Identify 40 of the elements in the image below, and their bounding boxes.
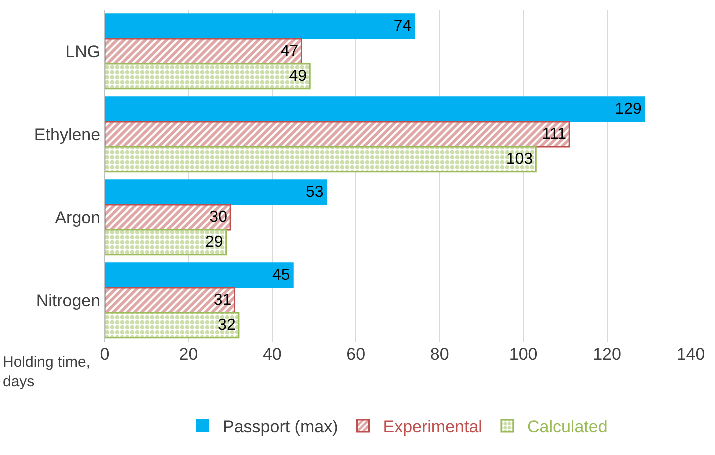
- data-label: 111: [542, 126, 567, 143]
- bar: [105, 204, 232, 231]
- data-label: 103: [506, 150, 534, 168]
- x-tick-label: 40: [262, 345, 282, 364]
- bar: [105, 14, 416, 40]
- bar: [105, 287, 236, 314]
- data-label: 53: [306, 184, 324, 202]
- x-tick-label: 100: [509, 345, 538, 364]
- data-label: 31: [214, 292, 232, 309]
- data-label: 47: [280, 43, 299, 60]
- bar: [105, 146, 537, 173]
- data-label: 32: [218, 316, 236, 334]
- text: Calculated: [527, 418, 608, 437]
- x-tick-label: 60: [346, 345, 366, 364]
- bar: [105, 180, 328, 206]
- data-label: 49: [289, 68, 308, 85]
- bar: [105, 38, 302, 65]
- x-tick-label: 80: [430, 345, 450, 364]
- data-label: 30: [210, 209, 228, 226]
- y-tick-label: LNG: [66, 42, 101, 62]
- text: Experimental: [383, 418, 482, 437]
- data-label: 29: [205, 234, 224, 251]
- x-axis-title: Holding time, days: [3, 354, 91, 390]
- data-label: 74: [394, 18, 412, 36]
- legend-label: Passport (max): [223, 418, 338, 437]
- x-tick-label: 140: [676, 345, 706, 364]
- y-tick-label: Nitrogen: [36, 291, 101, 310]
- bar: [105, 229, 228, 256]
- data-label: 129: [615, 101, 642, 118]
- bar: [105, 262, 294, 289]
- bar: [105, 121, 570, 148]
- y-tick-label: Ethylene: [34, 125, 101, 144]
- data-label: 45: [272, 267, 290, 284]
- x-tick-label: 0: [100, 345, 110, 364]
- bar: [105, 312, 240, 339]
- bar: [105, 63, 311, 90]
- x-tick-label: 120: [593, 345, 622, 364]
- x-tick-label: 20: [179, 345, 198, 364]
- y-tick-label: Argon: [55, 208, 101, 228]
- bar: [105, 96, 646, 123]
